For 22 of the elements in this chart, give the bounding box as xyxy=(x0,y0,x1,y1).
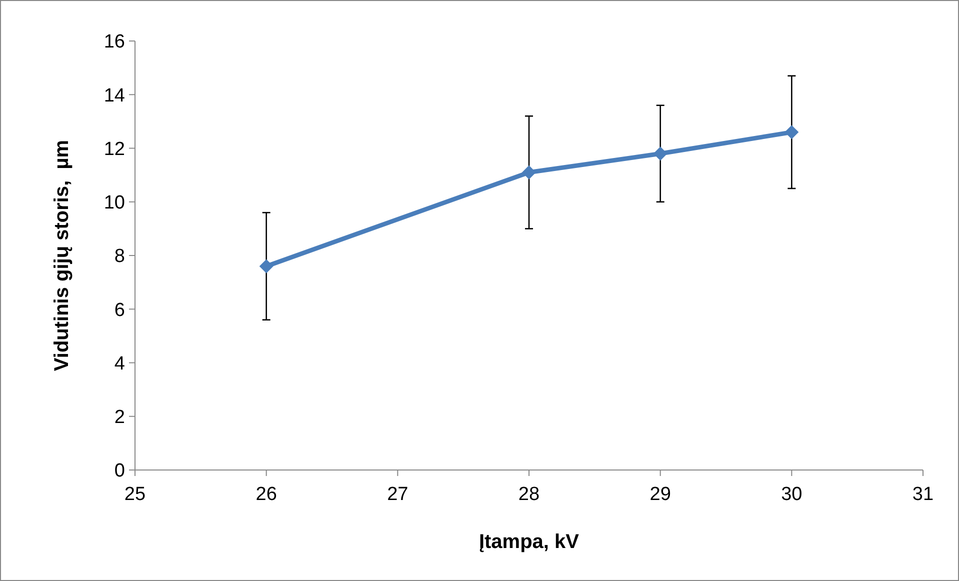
x-tick-label: 28 xyxy=(518,484,540,505)
x-tick-label: 31 xyxy=(912,484,934,505)
x-tick-label: 27 xyxy=(387,484,408,505)
x-tick-label: 26 xyxy=(256,484,277,505)
y-tick-label: 10 xyxy=(104,192,125,214)
x-axis-title: Įtampa, kV xyxy=(478,531,580,553)
y-tick-label: 8 xyxy=(114,246,125,268)
y-tick-label: 6 xyxy=(114,300,125,321)
x-tick-label: 25 xyxy=(124,484,146,505)
x-tick-label: 29 xyxy=(650,484,671,505)
y-axis-title: Vidutinis gijų storis, µm xyxy=(51,140,73,372)
point xyxy=(259,259,274,274)
y-tick-label: 2 xyxy=(114,407,125,428)
x-tick-label: 30 xyxy=(781,484,802,505)
point xyxy=(653,146,668,161)
point xyxy=(522,165,536,180)
y-tick-label: 0 xyxy=(114,460,125,482)
y-tick-label: 16 xyxy=(104,32,125,53)
y-tick-label: 14 xyxy=(104,85,126,106)
y-tick-label: 12 xyxy=(104,138,125,160)
y-tick-label: 4 xyxy=(114,353,126,374)
point xyxy=(784,125,799,140)
